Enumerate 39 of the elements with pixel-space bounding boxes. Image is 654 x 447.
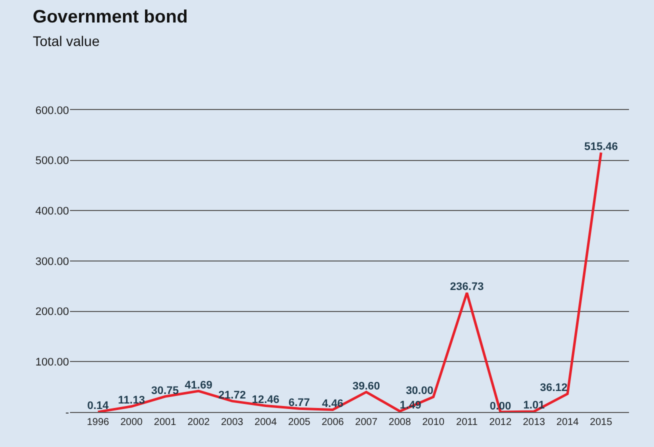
x-tick-label: 2014 bbox=[556, 417, 580, 428]
data-label: 11.13 bbox=[118, 394, 145, 407]
y-tick-label: 300.00 bbox=[35, 256, 69, 268]
data-label: 12.46 bbox=[252, 394, 280, 406]
x-tick-label: 2003 bbox=[220, 417, 244, 428]
y-tick-label: 200.00 bbox=[35, 306, 69, 318]
y-tick-label: 500.00 bbox=[35, 155, 69, 168]
data-label: 515.46 bbox=[584, 140, 618, 153]
x-tick-label: 2000 bbox=[120, 417, 144, 428]
data-label: 41.69 bbox=[184, 379, 212, 392]
chart-title: Government bond bbox=[32, 6, 188, 26]
chart-subtitle: Total value bbox=[32, 32, 100, 49]
y-tick-label: - bbox=[65, 406, 70, 419]
x-tick-label: 1996 bbox=[86, 417, 110, 428]
data-label: 21.72 bbox=[218, 389, 246, 402]
x-tick-label: 2011 bbox=[456, 417, 478, 428]
x-tick-label: 2015 bbox=[590, 417, 613, 428]
y-tick-label: 400.00 bbox=[35, 206, 69, 218]
data-label: 236.73 bbox=[450, 281, 484, 294]
data-label: 30.00 bbox=[406, 385, 434, 398]
x-tick-label: 2002 bbox=[187, 417, 210, 428]
data-label: 36.12 bbox=[540, 382, 568, 394]
x-tick-label: 2012 bbox=[489, 417, 512, 428]
data-label: 6.77 bbox=[288, 396, 310, 409]
data-label: 4.46 bbox=[322, 398, 344, 410]
x-tick-label: 2005 bbox=[288, 417, 311, 428]
data-label: 0.14 bbox=[87, 400, 110, 412]
x-tick-label: 2013 bbox=[522, 417, 546, 428]
x-tick-label: 2008 bbox=[388, 417, 412, 428]
y-tick-label: 600.00 bbox=[35, 104, 69, 117]
x-tick-label: 2010 bbox=[422, 417, 445, 428]
x-tick-label: 2004 bbox=[254, 417, 278, 428]
x-tick-label: 2006 bbox=[322, 417, 344, 428]
data-label: 1.01 bbox=[523, 400, 545, 412]
y-tick-label: 100.00 bbox=[35, 356, 69, 369]
data-label: 39.60 bbox=[352, 380, 380, 392]
x-tick-label: 2007 bbox=[355, 417, 378, 428]
data-label: 30.75 bbox=[151, 384, 179, 397]
x-tick-label: 2001 bbox=[154, 417, 177, 428]
